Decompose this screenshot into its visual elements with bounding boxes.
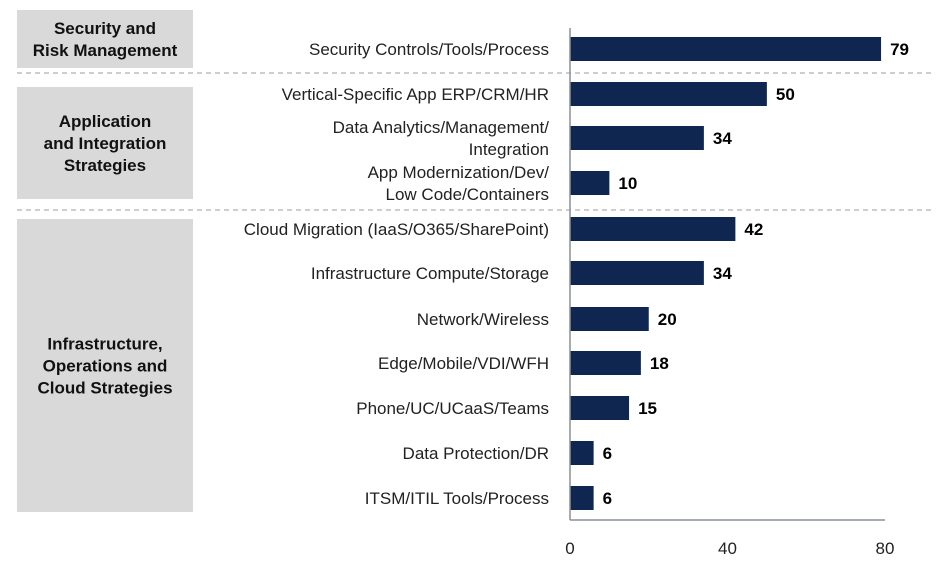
- group-label: Operations and: [43, 357, 168, 376]
- group-label: Strategies: [64, 156, 146, 175]
- bar: [570, 486, 594, 510]
- data-label: 15: [638, 399, 657, 418]
- category-label: Vertical-Specific App ERP/CRM/HR: [282, 85, 549, 104]
- group-label: Cloud Strategies: [37, 379, 172, 398]
- data-label: 50: [776, 85, 795, 104]
- group-box: [17, 10, 193, 68]
- category-label: ITSM/ITIL Tools/Process: [365, 489, 549, 508]
- category-label: Infrastructure Compute/Storage: [311, 264, 549, 283]
- bar: [570, 307, 649, 331]
- data-label: 79: [890, 40, 909, 59]
- category-label: Network/Wireless: [417, 310, 549, 329]
- group-box: [17, 219, 193, 512]
- category-label: Security Controls/Tools/Process: [309, 40, 549, 59]
- data-label: 6: [603, 489, 612, 508]
- category-label: Data Analytics/Management/: [333, 118, 550, 137]
- category-label: Integration: [469, 140, 549, 159]
- group-label: Infrastructure,: [47, 335, 162, 354]
- bar: [570, 351, 641, 375]
- category-label: Edge/Mobile/VDI/WFH: [378, 354, 549, 373]
- data-label: 18: [650, 354, 669, 373]
- category-label: Cloud Migration (IaaS/O365/SharePoint): [244, 220, 549, 239]
- data-label: 6: [603, 444, 612, 463]
- category-label: Low Code/Containers: [386, 185, 549, 204]
- group-label: Risk Management: [33, 41, 178, 60]
- group-box: [17, 87, 193, 199]
- group-label: and Integration: [44, 134, 167, 153]
- data-label: 34: [713, 264, 732, 283]
- bar: [570, 126, 704, 150]
- bar: [570, 441, 594, 465]
- group-label: Application: [59, 112, 152, 131]
- x-tick-label: 40: [718, 539, 737, 558]
- bar: [570, 396, 630, 420]
- bar: [570, 82, 767, 106]
- bar: [570, 171, 610, 195]
- bar: [570, 261, 704, 285]
- x-tick-label: 0: [565, 539, 574, 558]
- category-label: App Modernization/Dev/: [368, 163, 550, 182]
- data-label: 10: [618, 174, 637, 193]
- data-label: 34: [713, 129, 732, 148]
- bar: [570, 217, 736, 241]
- data-label: 42: [744, 220, 763, 239]
- data-label: 20: [658, 310, 677, 329]
- group-label: Security and: [54, 19, 156, 38]
- category-label: Phone/UC/UCaaS/Teams: [356, 399, 549, 418]
- category-label: Data Protection/DR: [403, 444, 549, 463]
- x-tick-label: 80: [876, 539, 895, 558]
- bar: [570, 37, 882, 61]
